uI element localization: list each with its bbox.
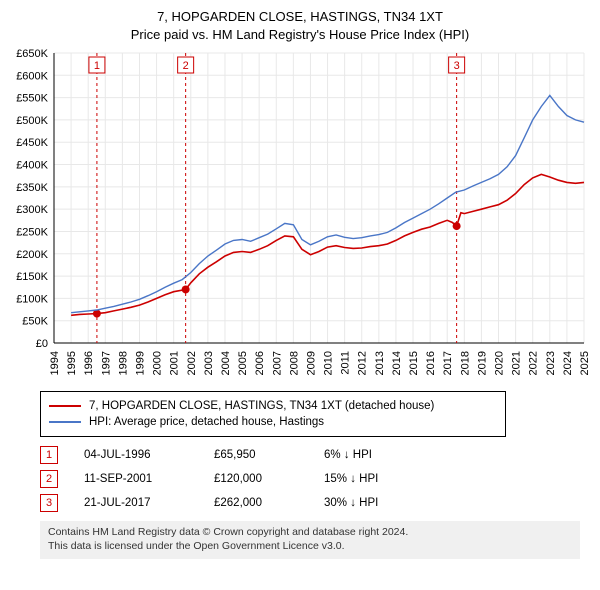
x-tick-label: 2002 — [186, 351, 198, 375]
x-tick-label: 2015 — [408, 351, 420, 375]
sale-date: 11-SEP-2001 — [84, 473, 214, 485]
sale-row: 1 04-JUL-1996£65,9506% ↓ HPI — [40, 443, 590, 467]
x-tick-label: 2005 — [237, 351, 249, 375]
title-subtitle: Price paid vs. HM Land Registry's House … — [131, 27, 469, 42]
y-tick-label: £50K — [22, 316, 48, 328]
y-tick-label: £400K — [16, 160, 48, 172]
x-tick-label: 2019 — [476, 351, 488, 375]
x-tick-label: 2007 — [271, 351, 283, 375]
x-tick-label: 2011 — [340, 351, 352, 375]
footer-line2: This data is licensed under the Open Gov… — [48, 540, 345, 552]
x-tick-label: 2004 — [220, 351, 232, 375]
legend-label: HPI: Average price, detached house, Hast… — [89, 414, 324, 430]
y-tick-label: £450K — [16, 137, 48, 149]
x-tick-label: 1995 — [66, 351, 78, 375]
x-tick-label: 2010 — [323, 351, 335, 375]
y-tick-label: £500K — [16, 115, 48, 127]
x-tick-label: 1994 — [49, 351, 61, 375]
x-tick-label: 2013 — [374, 351, 386, 375]
x-tick-label: 2025 — [579, 351, 590, 375]
y-tick-label: £250K — [16, 227, 48, 239]
sale-marker-number: 2 — [183, 60, 189, 72]
x-tick-label: 2023 — [545, 351, 557, 375]
x-tick-label: 2001 — [169, 351, 181, 375]
x-tick-label: 2003 — [203, 351, 215, 375]
sale-price: £65,950 — [214, 449, 324, 461]
x-tick-label: 2020 — [494, 351, 506, 375]
x-tick-label: 2006 — [254, 351, 266, 375]
legend-swatch — [49, 421, 81, 423]
sale-price: £120,000 — [214, 473, 324, 485]
x-tick-label: 2024 — [562, 351, 574, 375]
x-tick-label: 2016 — [425, 351, 437, 375]
legend-swatch — [49, 405, 81, 407]
sale-badge: 1 — [40, 446, 58, 464]
x-tick-label: 2014 — [391, 351, 403, 375]
sale-row: 3 21-JUL-2017£262,00030% ↓ HPI — [40, 491, 590, 515]
footer-line1: Contains HM Land Registry data © Crown c… — [48, 526, 408, 538]
legend-row: 7, HOPGARDEN CLOSE, HASTINGS, TN34 1XT (… — [49, 398, 497, 414]
y-tick-label: £600K — [16, 70, 48, 82]
x-tick-label: 2018 — [459, 351, 471, 375]
sale-marker-number: 1 — [94, 60, 100, 72]
x-tick-label: 2021 — [511, 351, 523, 375]
y-tick-label: £100K — [16, 293, 48, 305]
sale-row: 2 11-SEP-2001£120,00015% ↓ HPI — [40, 467, 590, 491]
x-tick-label: 1997 — [100, 351, 112, 375]
y-tick-label: £650K — [16, 48, 48, 60]
sale-badge: 3 — [40, 494, 58, 512]
chart-title: 7, HOPGARDEN CLOSE, HASTINGS, TN34 1XT P… — [10, 8, 590, 43]
legend: 7, HOPGARDEN CLOSE, HASTINGS, TN34 1XT (… — [40, 391, 506, 437]
x-tick-label: 2008 — [288, 351, 300, 375]
sale-date: 04-JUL-1996 — [84, 449, 214, 461]
sale-date: 21-JUL-2017 — [84, 497, 214, 509]
sale-price: £262,000 — [214, 497, 324, 509]
y-tick-label: £550K — [16, 93, 48, 105]
x-tick-label: 2022 — [528, 351, 540, 375]
y-tick-label: £300K — [16, 204, 48, 216]
y-tick-label: £350K — [16, 182, 48, 194]
x-tick-label: 2009 — [305, 351, 317, 375]
legend-label: 7, HOPGARDEN CLOSE, HASTINGS, TN34 1XT (… — [89, 398, 434, 414]
y-tick-label: £0 — [36, 338, 48, 350]
x-tick-label: 2017 — [442, 351, 454, 375]
sale-pct-vs-hpi: 15% ↓ HPI — [324, 473, 424, 485]
sale-badge: 2 — [40, 470, 58, 488]
x-tick-label: 1998 — [117, 351, 129, 375]
x-tick-label: 1996 — [83, 351, 95, 375]
sales-table: 1 04-JUL-1996£65,9506% ↓ HPI 2 11-SEP-2001£… — [40, 443, 590, 515]
y-tick-label: £150K — [16, 271, 48, 283]
footer-attribution: Contains HM Land Registry data © Crown c… — [40, 521, 580, 558]
x-tick-label: 2012 — [357, 351, 369, 375]
title-address: 7, HOPGARDEN CLOSE, HASTINGS, TN34 1XT — [157, 9, 443, 24]
sale-pct-vs-hpi: 6% ↓ HPI — [324, 449, 424, 461]
x-tick-label: 2000 — [152, 351, 164, 375]
price-chart: £0 £50K £100K £150K £200K £250K £300K £350K £400… — [10, 47, 590, 387]
sale-pct-vs-hpi: 30% ↓ HPI — [324, 497, 424, 509]
sale-marker-number: 3 — [454, 60, 460, 72]
x-tick-label: 1999 — [134, 351, 146, 375]
legend-row: HPI: Average price, detached house, Hast… — [49, 414, 497, 430]
y-tick-label: £200K — [16, 249, 48, 261]
